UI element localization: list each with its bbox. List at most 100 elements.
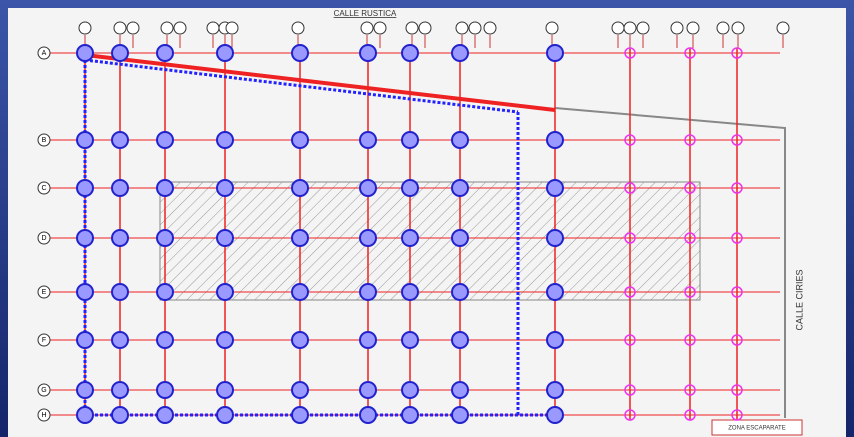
column-node — [111, 283, 129, 301]
column-node — [401, 44, 419, 62]
column-node — [684, 286, 696, 298]
grid-bubble — [686, 21, 700, 35]
column-node — [546, 179, 564, 197]
grid-bubble — [418, 21, 432, 35]
column-node — [401, 283, 419, 301]
row-label: G — [41, 387, 46, 394]
row-label: D — [41, 235, 46, 242]
column-node — [359, 131, 377, 149]
column-node — [624, 384, 636, 396]
column-node — [216, 131, 234, 149]
column-node — [451, 406, 469, 424]
grid-bubble — [373, 21, 387, 35]
column-node — [111, 44, 129, 62]
column-node — [684, 384, 696, 396]
row-label: H — [41, 412, 46, 419]
column-node — [76, 44, 94, 62]
row-bubble — [37, 231, 51, 245]
stamp-box — [711, 419, 803, 436]
column-node — [731, 409, 743, 421]
grid-bubble — [360, 21, 374, 35]
stamp: ZONA ESCAPARATE — [728, 426, 785, 432]
column-node — [216, 179, 234, 197]
column-node — [684, 232, 696, 244]
column-node — [731, 47, 743, 59]
column-node — [684, 47, 696, 59]
edge-top-dash — [84, 58, 519, 114]
column-node — [156, 283, 174, 301]
column-node — [451, 283, 469, 301]
column-node — [401, 131, 419, 149]
column-node — [546, 331, 564, 349]
column-node — [731, 182, 743, 194]
column-node — [216, 229, 234, 247]
hatched-zone — [159, 181, 701, 301]
column-node — [624, 409, 636, 421]
column-node — [216, 283, 234, 301]
row-label: A — [42, 50, 47, 57]
row-bubble — [37, 285, 51, 299]
grid-bubble — [405, 21, 419, 35]
column-node — [624, 182, 636, 194]
column-node — [546, 131, 564, 149]
column-node — [731, 384, 743, 396]
grid-bubble — [455, 21, 469, 35]
grid-bubble — [636, 21, 650, 35]
column-node — [359, 44, 377, 62]
row-bubble — [37, 333, 51, 347]
structural-grid: A B C D E F G H — [37, 21, 790, 424]
row-bubble — [37, 133, 51, 147]
column-node — [684, 334, 696, 346]
column-node — [76, 331, 94, 349]
grid-bubble — [206, 21, 220, 35]
column-node — [401, 406, 419, 424]
column-node — [291, 229, 309, 247]
column-node — [624, 334, 636, 346]
grid-bubble — [716, 21, 730, 35]
column-node — [111, 179, 129, 197]
column-node — [624, 47, 636, 59]
column-node — [156, 406, 174, 424]
column-node — [156, 131, 174, 149]
column-node — [359, 406, 377, 424]
column-node — [546, 381, 564, 399]
row-bubble — [37, 408, 51, 422]
column-node — [401, 381, 419, 399]
column-node — [731, 134, 743, 146]
grid-bubble — [776, 21, 790, 35]
street-top: CALLE RUSTICA — [334, 9, 397, 18]
column-node — [546, 229, 564, 247]
row-bubble — [37, 383, 51, 397]
column-node — [111, 331, 129, 349]
column-node — [291, 283, 309, 301]
grid-bubble — [731, 21, 745, 35]
column-node — [76, 131, 94, 149]
row-bubble — [37, 181, 51, 195]
column-node — [216, 331, 234, 349]
row-label: B — [42, 137, 47, 144]
column-node — [731, 334, 743, 346]
column-node — [291, 131, 309, 149]
column-node — [451, 331, 469, 349]
column-node — [451, 179, 469, 197]
grid-bubble — [623, 21, 637, 35]
column-node — [156, 179, 174, 197]
grid-bubble — [173, 21, 187, 35]
column-node — [76, 381, 94, 399]
grid-bubble — [483, 21, 497, 35]
grid-bubble — [670, 21, 684, 35]
column-node — [731, 286, 743, 298]
column-node — [76, 229, 94, 247]
column-node — [731, 232, 743, 244]
column-node — [111, 229, 129, 247]
column-node — [156, 44, 174, 62]
column-node — [291, 331, 309, 349]
grid-bubble — [545, 21, 559, 35]
grid-bubble — [291, 21, 305, 35]
column-node — [76, 179, 94, 197]
column-node — [216, 44, 234, 62]
column-node — [401, 179, 419, 197]
column-node — [624, 134, 636, 146]
column-node — [111, 131, 129, 149]
row-label: E — [42, 289, 47, 296]
